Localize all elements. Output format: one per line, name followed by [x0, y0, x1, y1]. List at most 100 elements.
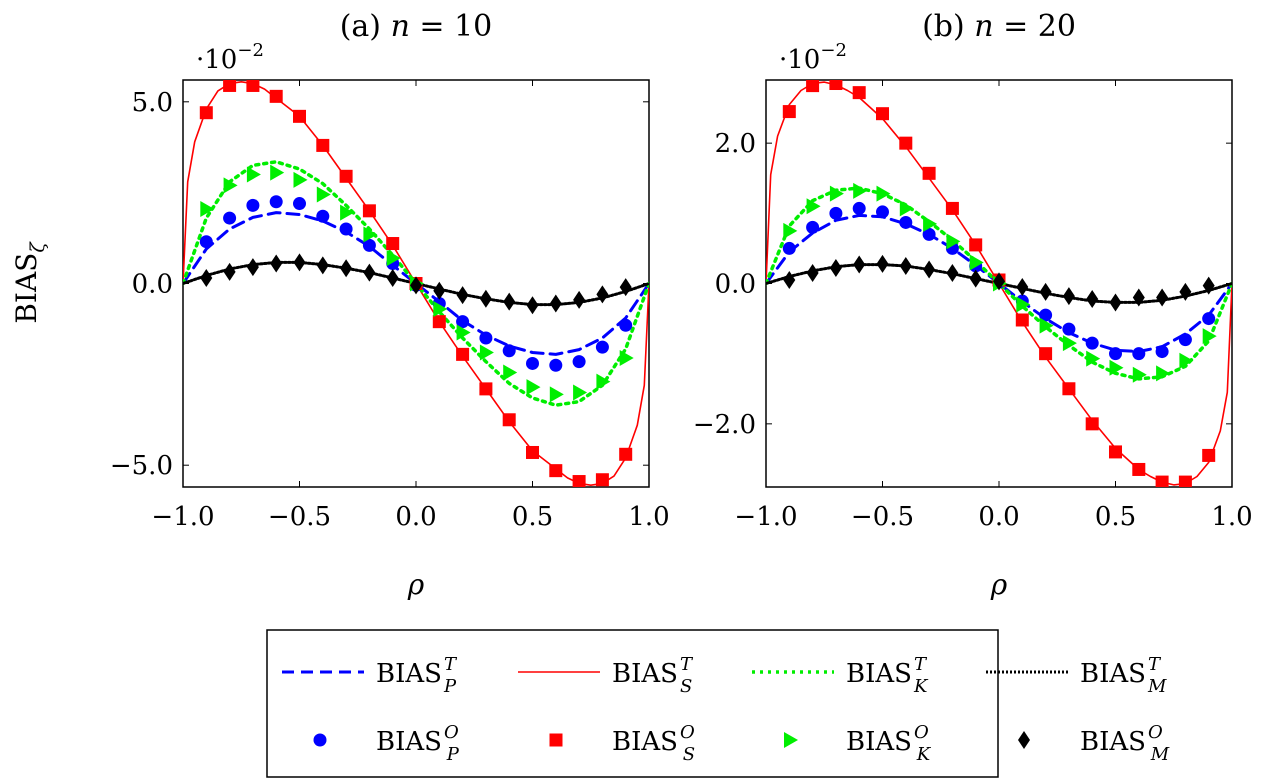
x-tick-label: −1.0 [151, 502, 214, 532]
legend-entry-bias-o-s: BIAS O S [549, 722, 695, 765]
panel-a-title-var: n [391, 9, 410, 44]
data-point-bias-p-o [852, 201, 866, 215]
data-point-bias-k-o [363, 226, 378, 243]
data-point-bias-p-o [572, 355, 586, 369]
panel-a-title-prefix: (a) [340, 9, 391, 44]
data-point-bias-k-o [316, 186, 331, 203]
x-tick-label: −1.0 [734, 502, 797, 532]
panel-b-title: (b) n = 20 [922, 9, 1076, 44]
y-tick-label: −5.0 [110, 451, 173, 481]
data-point-bias-m-o [270, 254, 283, 273]
data-point-bias-m-o [479, 289, 492, 308]
data-point-bias-s-o [293, 109, 306, 123]
legend-label: BIAS O S [612, 722, 695, 765]
data-point-bias-m-o [829, 259, 842, 278]
data-point-bias-k-o [1156, 365, 1171, 382]
data-point-bias-s-o [432, 315, 446, 329]
data-point-bias-m-o [1109, 293, 1122, 312]
y-tick-label: 0.0 [132, 270, 173, 300]
data-point-bias-k-o [1109, 359, 1124, 376]
panel-b-title-prefix: (b) [922, 9, 974, 44]
panel-a-x-axis-label: ρ [407, 568, 425, 601]
data-point-bias-p-o [223, 211, 237, 225]
legend-entry-bias-t-m: BIAS T M [986, 654, 1167, 697]
x-tick-label: 0.5 [1095, 502, 1136, 532]
data-point-bias-s-o [316, 138, 330, 152]
data-point-bias-k-o [829, 185, 844, 202]
legend-entry-bias-t-p: BIAS T P [282, 654, 458, 697]
data-point-bias-p-o [829, 206, 843, 220]
data-point-bias-m-o [246, 258, 259, 277]
data-point-bias-k-o [1202, 328, 1217, 345]
data-point-bias-p-o [1062, 322, 1076, 336]
data-point-bias-p-o [595, 340, 609, 354]
legend-label: BIAS O P [376, 722, 460, 765]
panel-a-title: (a) n = 10 [340, 9, 493, 44]
data-point-bias-p-o [1155, 345, 1169, 359]
y-tick-label: 0.0 [715, 270, 756, 300]
data-point-bias-s-o [1039, 347, 1053, 361]
data-point-bias-p-o [1039, 308, 1053, 322]
data-point-bias-k-o [923, 215, 938, 232]
data-point-bias-m-o [503, 292, 516, 311]
data-point-bias-k-o [806, 198, 821, 215]
data-point-bias-p-o [806, 220, 820, 234]
legend-marker-swatch [313, 733, 327, 747]
data-point-bias-s-o [1085, 417, 1099, 431]
data-point-bias-s-o [922, 166, 936, 180]
legend-label: BIAS T K [846, 654, 929, 697]
panel-b-title-rest: = 20 [994, 9, 1076, 44]
data-point-bias-p-o [246, 198, 260, 212]
legend-marker-swatch [1018, 731, 1030, 749]
x-tick-label: −0.5 [851, 502, 914, 532]
data-point-bias-p-o [876, 205, 889, 219]
x-tick-label: 0.0 [978, 502, 1019, 532]
data-point-bias-s-o [362, 204, 376, 218]
data-point-bias-k-o [340, 204, 355, 221]
data-point-bias-m-o [923, 260, 936, 279]
data-point-bias-k-o [619, 349, 634, 366]
data-point-bias-s-o [899, 136, 913, 150]
data-point-bias-s-o [1062, 382, 1076, 396]
data-point-bias-p-o [479, 331, 493, 345]
data-point-bias-s-o [1015, 313, 1029, 327]
data-point-bias-m-o [316, 256, 329, 275]
y-tick-label: 5.0 [132, 88, 173, 118]
panel-a-exponent-power: −2 [237, 40, 264, 61]
data-point-bias-m-o [899, 256, 912, 275]
data-point-bias-p-o [549, 358, 563, 372]
data-point-bias-s-o [969, 238, 983, 252]
data-point-bias-p-o [1085, 336, 1099, 350]
data-point-bias-k-o [1062, 335, 1077, 352]
data-point-bias-m-o [1086, 289, 1099, 308]
y-tick-label: −2.0 [693, 410, 756, 440]
legend-label: BIAS O M [1080, 722, 1170, 765]
data-point-bias-k-o [503, 364, 518, 381]
data-point-bias-p-o [316, 209, 330, 223]
data-point-bias-k-o [969, 254, 984, 271]
data-point-bias-p-o [362, 238, 376, 252]
data-point-bias-p-o [339, 222, 353, 236]
data-point-bias-p-o [782, 241, 796, 255]
data-point-bias-k-o [596, 373, 611, 390]
data-point-bias-s-o [806, 80, 820, 93]
legend: BIAS T P BIAS T S BIAS T K BIAS T M BIAS O P BIAS O S BIAS… [266, 629, 1170, 778]
data-point-bias-s-o [595, 473, 609, 487]
panel-a-exponent: ·10−2 [196, 40, 264, 75]
data-point-bias-m-o [946, 263, 959, 282]
data-point-bias-m-o [410, 276, 422, 295]
data-point-bias-k-o [293, 171, 308, 188]
data-point-bias-k-o [783, 222, 798, 239]
series-group [183, 80, 649, 487]
x-tick-label: 1.0 [628, 502, 669, 532]
data-point-bias-s-o [549, 464, 563, 478]
data-point-bias-s-o [782, 105, 796, 119]
data-point-bias-m-o [293, 253, 306, 272]
data-point-bias-s-o [1109, 445, 1122, 459]
data-point-bias-m-o [573, 290, 586, 309]
y-axis-label-subscript: ζ [27, 241, 49, 253]
data-point-bias-k-o [386, 250, 401, 267]
y-tick-label: 2.0 [715, 129, 756, 159]
data-point-bias-m-o [1156, 288, 1169, 307]
